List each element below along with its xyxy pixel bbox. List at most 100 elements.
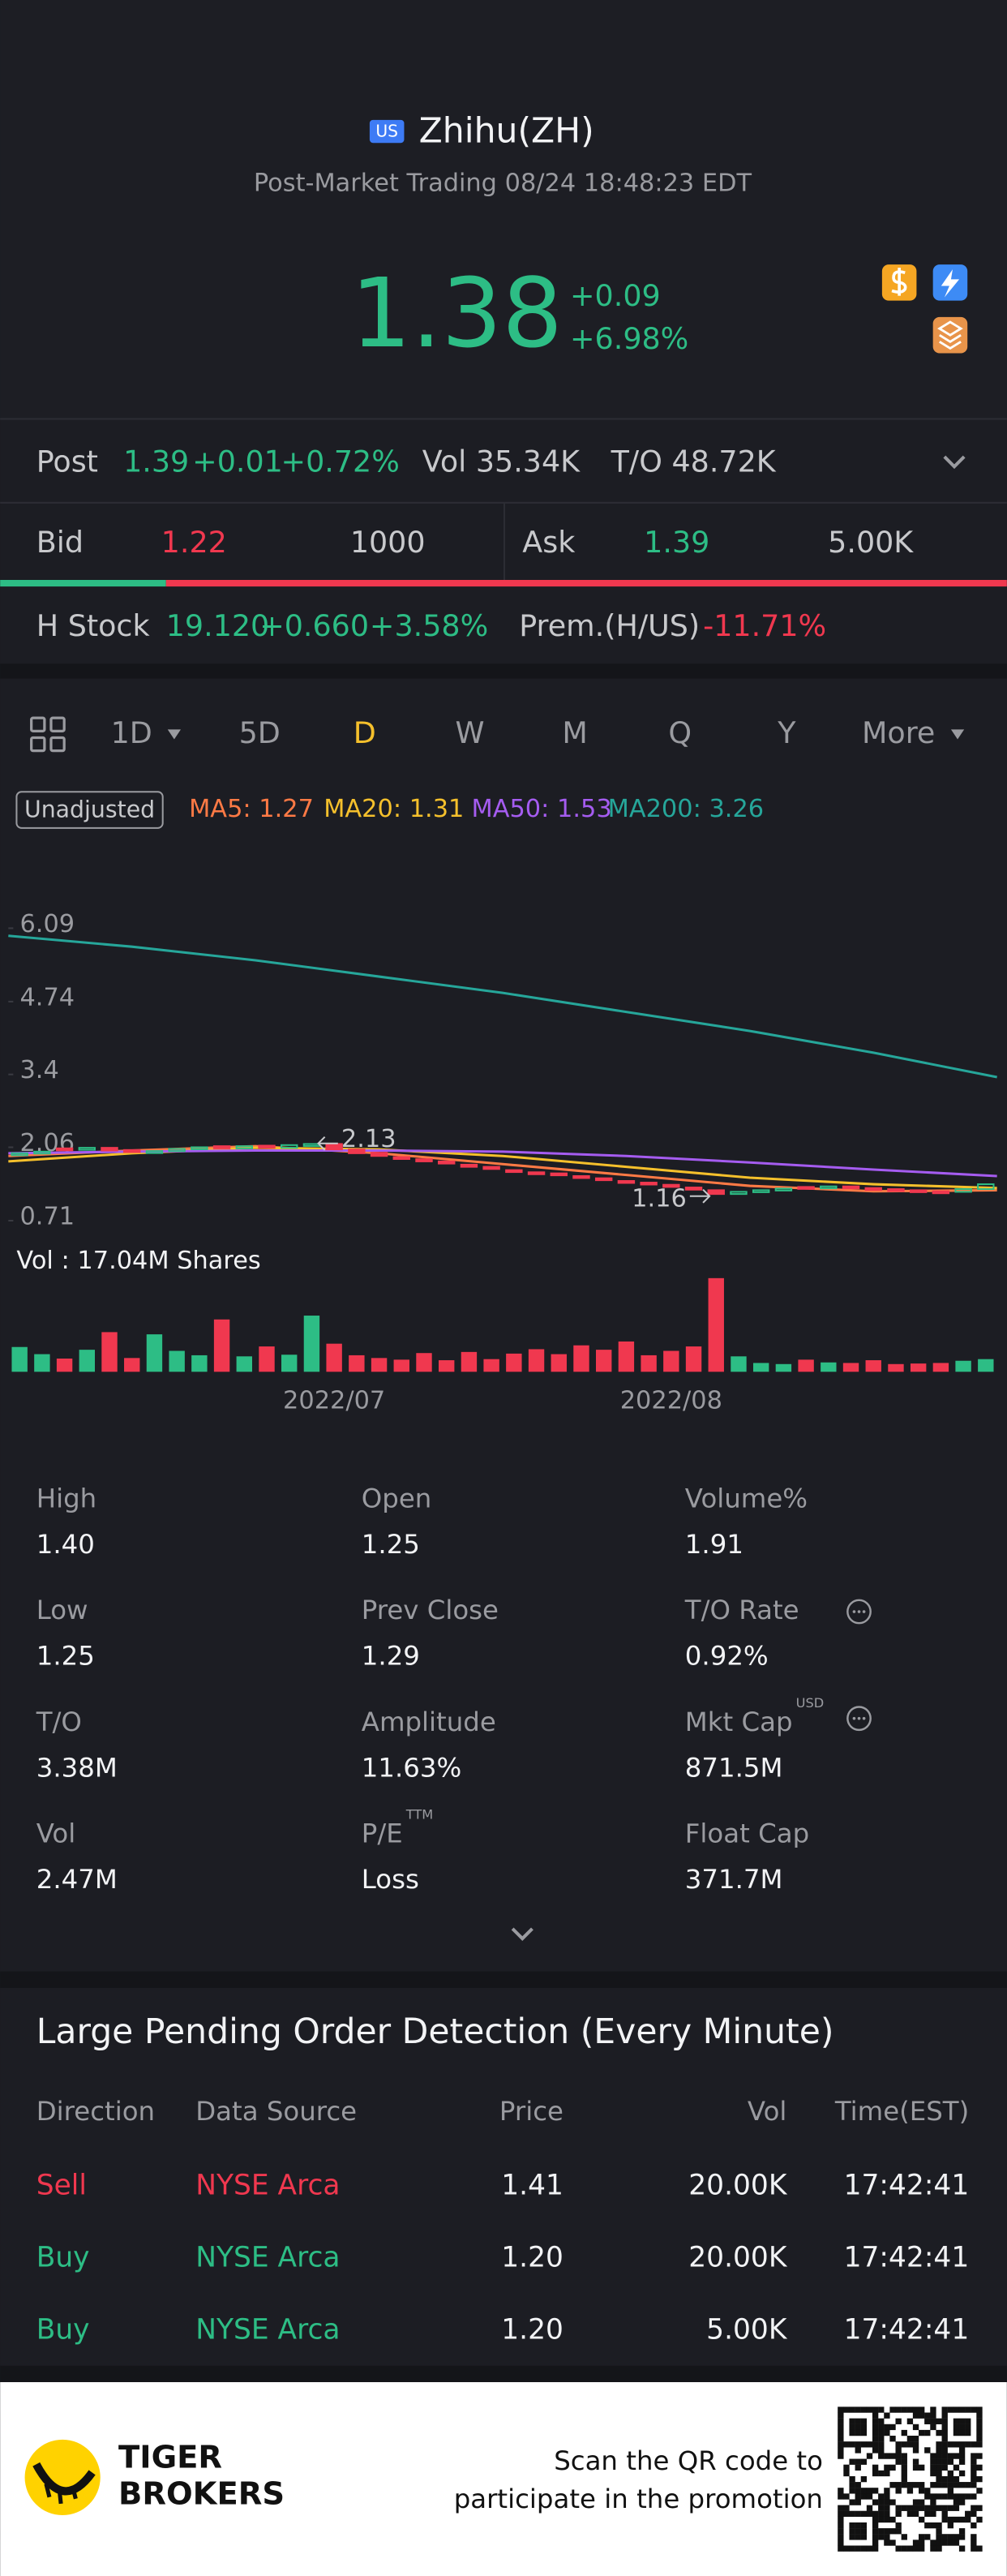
qr-module — [838, 2406, 844, 2413]
qr-module — [849, 2458, 855, 2465]
qr-module — [919, 2534, 925, 2540]
period-tab[interactable]: 1D — [111, 715, 152, 750]
orders-cell: 1.20 — [501, 2314, 563, 2346]
period-tab[interactable]: More — [862, 715, 935, 750]
qr-module — [941, 2418, 948, 2424]
qr-module — [838, 2534, 844, 2540]
stat-label: Prev Close — [362, 1595, 499, 1625]
qr-module — [872, 2534, 879, 2540]
qr-module — [889, 2540, 896, 2546]
qr-module — [919, 2406, 925, 2413]
period-tab[interactable]: Q — [668, 715, 692, 750]
adjust-toggle[interactable] — [15, 791, 164, 829]
volume-bar — [146, 1334, 163, 1372]
qr-module — [971, 2545, 977, 2552]
orders-cell: 5.00K — [706, 2314, 788, 2346]
qr-module — [878, 2516, 885, 2523]
qr-module — [838, 2488, 844, 2494]
qr-module — [901, 2458, 907, 2465]
qr-module — [953, 2493, 960, 2500]
qr-module — [872, 2436, 879, 2442]
volume-bar — [821, 1362, 837, 1372]
period-tab[interactable]: 5D — [239, 715, 281, 750]
qr-module — [855, 2441, 861, 2448]
volume-bar — [416, 1353, 432, 1372]
qr-module — [953, 2499, 960, 2505]
volume-bar — [932, 1363, 949, 1372]
qr-module — [838, 2429, 844, 2436]
qr-module — [849, 2475, 855, 2483]
post-change: +0.01 — [192, 444, 283, 479]
qr-module — [860, 2441, 868, 2448]
qr-module — [976, 2418, 983, 2424]
info-icon[interactable] — [846, 1599, 872, 1625]
qr-module — [872, 2516, 879, 2523]
qr-module — [855, 2406, 861, 2413]
candle-body — [572, 1174, 590, 1179]
more-chevron[interactable] — [511, 1927, 533, 1941]
qr-module — [953, 2418, 960, 2424]
period-tab[interactable]: D — [354, 715, 376, 750]
expand-chevron[interactable] — [943, 455, 966, 470]
indicator-label: MA20: 1.31 — [324, 795, 464, 823]
orders-column-header: Direction — [36, 2096, 155, 2127]
qr-module — [906, 2418, 914, 2424]
stat-value: Loss — [362, 1864, 419, 1895]
qr-module — [965, 2429, 971, 2436]
volume-bar — [663, 1350, 679, 1372]
qr-module — [936, 2522, 942, 2529]
qr-module — [919, 2545, 925, 2552]
session-info: Post-Market Trading 08/24 18:48:23 EDT — [254, 169, 752, 197]
stat-label: Volume% — [685, 1483, 808, 1513]
qr-module — [941, 2436, 948, 2442]
qr-module — [941, 2493, 948, 2500]
qr-module — [936, 2528, 942, 2535]
qr-module — [936, 2429, 942, 2436]
qr-module — [941, 2447, 948, 2454]
qr-module — [849, 2406, 855, 2413]
layout-icon[interactable] — [30, 716, 66, 753]
qr-module — [976, 2464, 983, 2471]
qr-module — [947, 2522, 953, 2529]
qr-module — [895, 2441, 902, 2448]
period-tab[interactable]: W — [455, 715, 484, 750]
post-volume: Vol 35.34K — [422, 444, 581, 479]
qr-module — [965, 2516, 971, 2523]
period-tab[interactable]: M — [562, 715, 587, 750]
volume-bar — [124, 1358, 140, 1372]
orders-column-header: Time(EST) — [834, 2096, 969, 2127]
qr-module — [924, 2412, 931, 2419]
qr-module — [889, 2464, 896, 2471]
period-tab[interactable]: Y — [777, 715, 796, 750]
qr-module — [947, 2406, 953, 2413]
qr-module — [958, 2528, 966, 2535]
qr-module — [976, 2436, 983, 2442]
qr-module — [971, 2510, 977, 2518]
qr-module — [843, 2441, 850, 2448]
qr-module — [924, 2505, 931, 2511]
qr-module — [878, 2441, 885, 2448]
qr-module — [941, 2429, 948, 2436]
qr-module — [958, 2424, 966, 2431]
qr-module — [860, 2534, 868, 2540]
qr-module — [843, 2545, 850, 2552]
qr-module — [953, 2441, 960, 2448]
section-gap — [0, 2365, 1007, 2382]
qr-module — [878, 2470, 885, 2477]
qr-module — [941, 2505, 948, 2511]
qr-module — [884, 2528, 890, 2535]
info-icon[interactable] — [846, 1706, 872, 1732]
qr-module — [976, 2424, 983, 2431]
ask-label: Ask — [522, 525, 575, 560]
qr-module — [936, 2505, 942, 2511]
qr-module — [953, 2453, 960, 2459]
orders-cell: NYSE Arca — [195, 2169, 340, 2201]
market-badge-text: US — [375, 122, 398, 141]
qr-module — [936, 2447, 942, 2454]
adjust-label: Unadjusted — [24, 796, 155, 823]
qr-module — [866, 2545, 873, 2552]
qr-module — [965, 2493, 971, 2500]
qr-module — [958, 2516, 966, 2523]
qr-module — [855, 2458, 861, 2465]
stat-value: 11.63% — [362, 1752, 462, 1783]
